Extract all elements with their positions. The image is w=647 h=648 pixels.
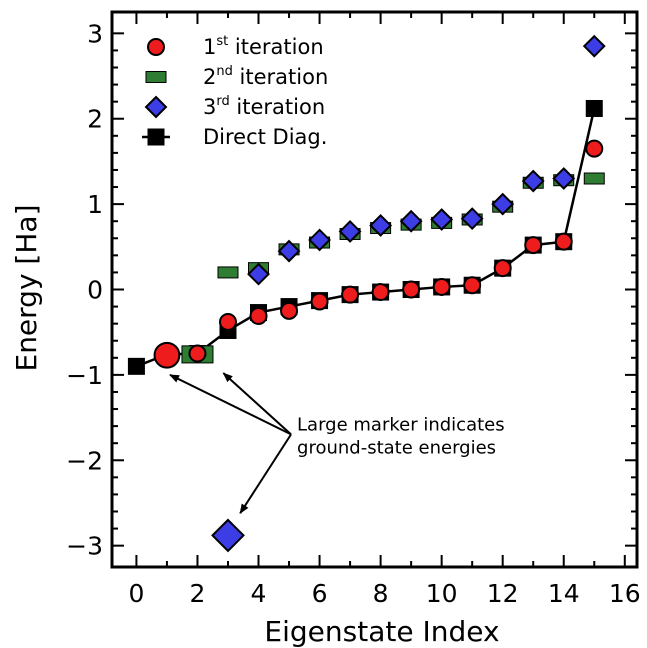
axis-ticks [112,12,637,567]
x-tick-label: 12 [487,579,519,608]
series-iter1 [153,139,604,369]
series-line-direct [135,108,596,368]
series-layer [127,34,606,553]
y-axis-label: Energy [Ha] [10,205,43,372]
y-tick-label: −3 [66,532,103,561]
y-tick-labels: −3 −2 −1 0 1 2 3 [66,19,103,560]
data-point [369,214,393,237]
legend-label: Direct Diag. [203,125,327,149]
x-tick-label: 16 [609,579,641,608]
data-point [460,207,484,231]
data-point [430,208,454,231]
data-point [188,344,207,363]
data-point [582,34,606,58]
x-tick-label: 8 [373,579,389,608]
x-tick-label: 10 [426,579,458,608]
legend-marker [147,38,165,56]
data-point [399,209,423,233]
data-point [280,301,299,320]
x-axis-label: Eigenstate Index [264,615,499,648]
y-tick-label: 3 [87,19,103,48]
annotation-arrow [169,373,292,436]
data-point [341,285,360,304]
legend-label: 3rd iteration [203,94,325,119]
data-point [218,312,237,331]
data-point [217,266,239,279]
data-point [552,167,576,190]
data-point [127,357,145,375]
y-tick-label: 1 [87,190,103,219]
x-tick-label: 14 [548,579,580,608]
data-point [249,306,268,325]
annotation-arrow [222,372,292,436]
y-tick-label: 2 [87,105,103,134]
legend-label: 2nd iteration [203,64,328,89]
data-point [308,228,331,252]
annotation-line-2: ground-state energies [297,437,496,458]
data-point [585,139,604,158]
x-tick-label: 0 [128,579,144,608]
data-point [277,239,301,263]
annotation-arrow [239,433,292,515]
annotation-line-1: Large marker indicates [297,414,505,435]
x-tick-label: 4 [251,579,267,608]
legend-label: 1st iteration [203,34,324,59]
ground-state-point [211,518,245,553]
legend-item-direct: Direct Diag. [142,125,327,149]
legend-item-iter2: 2nd iteration [145,64,328,89]
data-point [432,277,451,296]
legend-item-iter3: 3rd iteration [144,94,325,119]
legend-item-iter1: 1st iteration [147,34,324,59]
data-point [247,262,270,286]
data-point [524,236,543,255]
data-point [402,280,421,299]
data-point [371,283,390,302]
data-point [554,232,573,251]
y-tick-label: 0 [87,276,103,305]
data-point [491,192,515,216]
x-tick-label: 6 [312,579,328,608]
x-tick-labels: 0 2 4 6 8 10 12 14 16 [128,579,640,608]
x-tick-label: 2 [190,579,206,608]
data-point [583,172,605,185]
series-iter3 [211,34,606,553]
legend-marker [147,128,165,146]
data-point [310,292,329,311]
data-point [521,169,545,193]
legend: 1st iteration 2nd iteration 3rd iteration D… [142,34,328,149]
ground-state-point [153,341,181,369]
data-point [338,220,362,243]
y-tick-label: −2 [66,446,103,475]
data-point [493,259,512,278]
data-point [463,276,482,295]
data-point [585,99,603,117]
legend-marker [145,71,167,83]
y-tick-label: −1 [66,361,103,390]
legend-marker [144,95,168,119]
annotation: Large marker indicates ground-state ener… [169,372,505,515]
